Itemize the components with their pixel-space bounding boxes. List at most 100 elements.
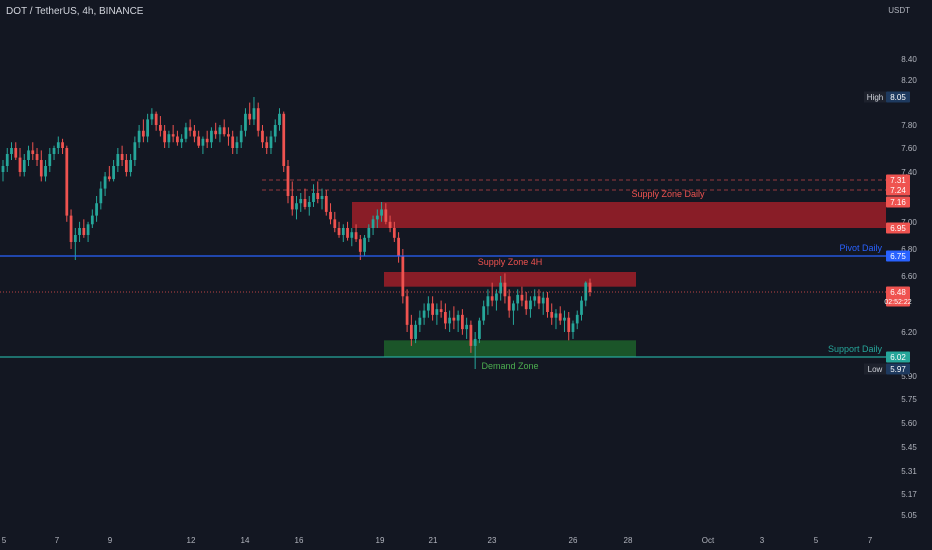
candle-body-32 [137,130,141,143]
candle-body-124 [529,300,532,310]
candle-body-138 [588,282,592,292]
candle-body-45 [193,130,196,137]
candle-body-96 [409,324,413,339]
price-label-bg-6 [886,286,910,307]
candle-body-13 [56,142,60,148]
candle-body-51 [218,127,222,135]
candle-body-46 [197,136,201,146]
y-tick-2: 7.80 [901,121,917,130]
price-label-5: 6.75 [890,252,906,261]
candle-body-55 [235,142,239,148]
y-axis[interactable]: 8.40 8.20 7.80 7.60 7.40 7.00 6.80 6.60 6.20 5.90… [864,55,917,520]
candle-body-4 [18,157,22,172]
candle-body-64 [273,125,277,137]
candle-body-135 [575,314,579,324]
candle-body-56 [239,130,243,143]
candle-body-54 [231,136,235,148]
candle-body-106 [452,317,456,321]
candle-body-84 [358,239,362,252]
x-axis[interactable]: 5 7 9 12 14 16 19 21 23 26 28 Oct 3 5 7 [2,536,873,545]
price-label-6: 6.48 [890,288,906,297]
x-tick-6: 19 [376,536,385,545]
x-tick-1: 7 [55,536,60,545]
x-tick-8: 23 [488,536,497,545]
candle-body-94 [401,256,405,297]
candle-body-100 [426,303,430,311]
candle-body-69 [295,203,298,210]
candle-body-98 [418,317,422,325]
currency-label: USDT [888,6,910,15]
candle-body-80 [341,228,345,235]
price-label-bg-1 [886,174,910,186]
candle-body-11 [48,154,52,166]
candles-layer [1,97,592,369]
candle-body-20 [86,224,90,235]
candle-body-21 [90,215,94,225]
candle-body-60 [256,108,260,131]
y-tick-13: 5.31 [901,467,917,476]
zone-1 [384,272,636,287]
candle-body-115 [490,296,494,301]
candle-body-118 [503,282,507,297]
candle-body-125 [533,296,537,301]
x-tick-10: 28 [624,536,633,545]
candle-body-43 [184,127,188,139]
y-tick-10: 5.75 [901,395,917,404]
candle-body-133 [567,317,571,332]
candle-body-93 [397,237,400,256]
candle-body-7 [31,150,35,154]
price-label-bg-5 [886,250,910,262]
zone-label-0: Supply Zone Daily [631,189,705,199]
price-label-bg-8 [886,363,910,375]
candle-body-73 [312,193,315,202]
candle-body-16 [69,215,73,242]
candle-body-97 [414,324,417,339]
candle-body-37 [159,125,162,131]
candle-body-134 [571,323,575,332]
candle-body-107 [456,314,460,321]
y-tick-8: 6.20 [901,328,917,337]
candle-body-33 [141,130,145,137]
candle-body-88 [375,215,379,220]
candle-body-71 [303,199,307,207]
candle-body-40 [171,134,175,137]
y-tick-3: 7.60 [901,144,917,153]
candle-body-65 [278,113,281,125]
candle-body-0 [1,166,5,172]
candle-body-30 [129,160,132,172]
candle-body-85 [363,237,366,252]
candle-body-48 [205,138,209,143]
x-tick-7: 21 [429,536,438,545]
candle-body-114 [486,296,490,307]
candle-body-59 [252,108,256,120]
candle-body-129 [550,312,554,318]
candle-body-103 [439,309,443,312]
candle-body-131 [558,313,562,321]
x-tick-3: 12 [187,536,196,545]
candle-body-28 [120,154,124,160]
price-label-2: 7.24 [890,186,906,195]
candle-body-24 [103,176,107,189]
candle-body-18 [78,228,81,235]
candle-body-50 [214,130,218,135]
candle-body-121 [516,294,520,304]
symbol-title[interactable]: DOT / TetherUS, 4h, BINANCE [6,6,144,17]
candle-body-74 [316,193,320,199]
candle-body-79 [337,228,341,235]
y-tick-12: 5.45 [901,443,917,452]
candle-body-77 [329,211,332,220]
candle-body-112 [478,320,481,339]
candle-body-15 [65,148,69,216]
candle-body-99 [422,310,426,318]
candle-body-109 [465,324,469,330]
candle-body-86 [367,228,371,238]
candle-body-130 [554,313,558,318]
price-label-3: 7.16 [890,198,906,207]
candle-body-104 [443,312,447,324]
candle-body-61 [261,130,264,143]
y-tick-7: 6.60 [901,272,917,281]
x-tick-9: 26 [569,536,578,545]
candle-body-136 [580,300,583,315]
candle-body-83 [354,232,358,240]
